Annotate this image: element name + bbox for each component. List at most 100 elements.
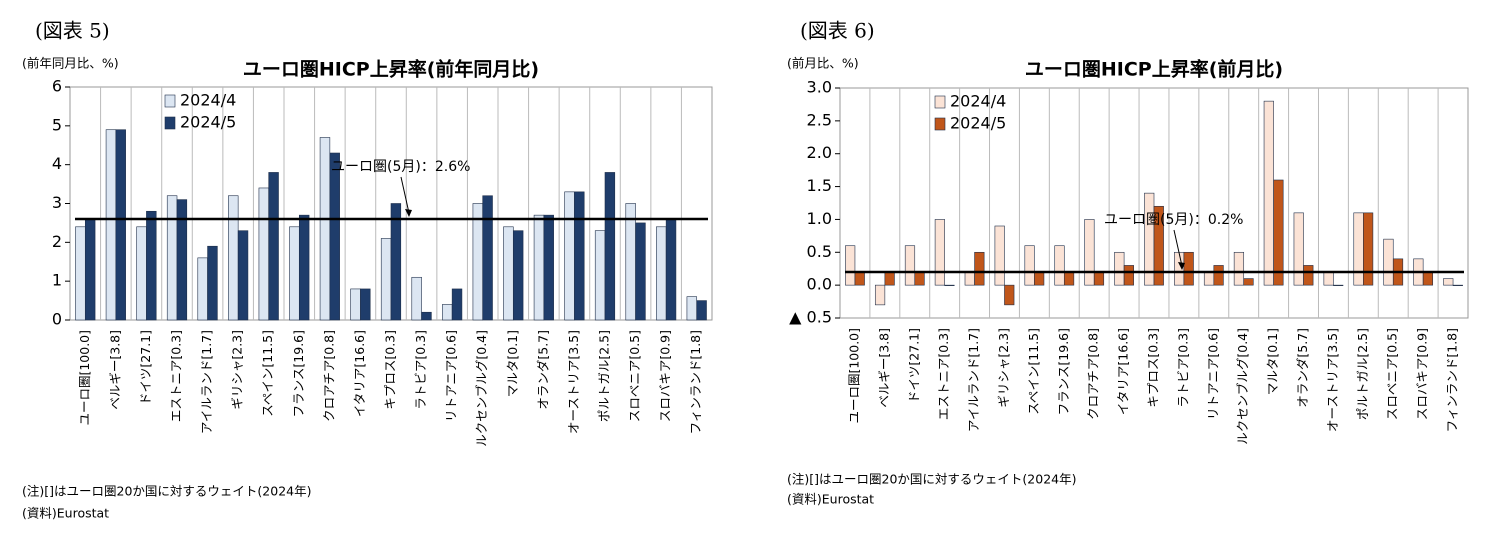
x-tick-label: フランス[19.6] bbox=[291, 330, 306, 417]
bar bbox=[84, 218, 96, 321]
y-tick-label: 2.5 bbox=[807, 110, 832, 129]
bar bbox=[482, 195, 493, 321]
bar bbox=[564, 191, 575, 321]
bar bbox=[964, 271, 975, 286]
y-tick-label: 1.0 bbox=[807, 209, 832, 228]
x-tick-label: スペイン[11.5] bbox=[1026, 328, 1041, 415]
reference-arrow bbox=[1173, 229, 1183, 267]
bar bbox=[665, 218, 677, 321]
bar bbox=[1054, 245, 1065, 286]
note: (注)[]はユーロ圏20か国に対するウェイト(2024年) bbox=[787, 472, 1076, 487]
bar bbox=[237, 230, 249, 321]
bar bbox=[1213, 265, 1224, 286]
x-tick-label: エストニア[0.3] bbox=[936, 328, 951, 420]
bar bbox=[696, 300, 707, 321]
bar bbox=[914, 271, 925, 286]
y-tick-label: 6 bbox=[52, 77, 62, 96]
x-tick-label: エストニア[0.3] bbox=[169, 330, 184, 422]
x-tick-label: ラトビア[0.3] bbox=[413, 330, 428, 410]
bar bbox=[604, 172, 616, 321]
bar bbox=[845, 245, 856, 286]
bar bbox=[1443, 278, 1454, 286]
bar bbox=[1273, 179, 1284, 286]
chart-title: ユーロ圏HICP上昇率(前年同月比) bbox=[243, 58, 539, 81]
figure-label: (図表 6) bbox=[800, 19, 875, 43]
x-tick-label: スペイン[11.5] bbox=[260, 330, 275, 417]
bar bbox=[268, 172, 279, 321]
legend-label: 2024/5 bbox=[950, 114, 1006, 133]
x-tick-label: クロアチア[0.8] bbox=[1086, 328, 1101, 420]
bar bbox=[574, 191, 585, 321]
bar bbox=[350, 288, 361, 321]
y-tick-label: 5 bbox=[52, 115, 62, 134]
bar bbox=[411, 276, 422, 321]
x-tick-label: スロバキア[0.9] bbox=[1415, 328, 1430, 420]
y-tick-label: 0.0 bbox=[807, 275, 832, 294]
bar bbox=[442, 304, 453, 321]
bar bbox=[543, 214, 554, 321]
bar bbox=[656, 226, 667, 321]
bar bbox=[1353, 212, 1364, 286]
bar bbox=[625, 203, 636, 321]
x-tick-label: マルタ[0.1] bbox=[505, 330, 520, 397]
bar bbox=[105, 129, 117, 321]
bar bbox=[1383, 238, 1394, 286]
bar bbox=[944, 284, 955, 286]
x-tick-label: ドイツ[27.1] bbox=[906, 328, 921, 403]
bar bbox=[75, 226, 86, 321]
source: (資料)Eurostat bbox=[787, 492, 874, 507]
bar bbox=[146, 210, 157, 321]
x-tick-label: ベルギー[3.8] bbox=[107, 330, 122, 410]
plot-area bbox=[839, 87, 1469, 319]
bar bbox=[1114, 251, 1125, 286]
bar bbox=[176, 199, 188, 321]
bar bbox=[258, 187, 270, 321]
x-tick-label: クロアチア[0.8] bbox=[321, 330, 336, 422]
x-tick-label: ユーロ圏[100.0] bbox=[846, 328, 861, 424]
y-unit: (前年同月比、%) bbox=[22, 56, 119, 71]
x-tick-label: アイルランド[1.7] bbox=[199, 330, 214, 434]
bar bbox=[533, 214, 545, 321]
bar bbox=[874, 284, 886, 306]
reference-label: ユーロ圏(5月)：0.2% bbox=[1104, 212, 1243, 228]
x-tick-label: オーストリア[3.5] bbox=[1325, 328, 1340, 432]
y-tick-label: 4 bbox=[52, 154, 62, 173]
x-tick-label: キプロス[0.3] bbox=[1146, 328, 1161, 408]
x-tick-label: ギリシャ[2.3] bbox=[996, 328, 1011, 408]
x-tick-label: ポルトガル[2.5] bbox=[597, 330, 612, 422]
bar bbox=[472, 203, 484, 321]
bar bbox=[289, 226, 300, 321]
bar bbox=[1243, 278, 1254, 286]
x-tick-label: ギリシャ[2.3] bbox=[230, 330, 245, 410]
bar bbox=[994, 225, 1005, 286]
legend-swatch bbox=[164, 94, 176, 108]
chart-title: ユーロ圏HICP上昇率(前月比) bbox=[1025, 58, 1283, 81]
x-tick-label: ルクセンブルグ[0.4] bbox=[474, 330, 489, 447]
reference-label: ユーロ圏(5月)：2.6% bbox=[331, 159, 470, 175]
bar bbox=[115, 129, 126, 321]
bar bbox=[503, 226, 514, 321]
x-tick-label: ラトビア[0.3] bbox=[1175, 328, 1190, 408]
figure-label: (図表 5) bbox=[35, 19, 110, 43]
bar bbox=[298, 214, 310, 321]
y-tick-label: 3.0 bbox=[807, 78, 832, 97]
source: (資料)Eurostat bbox=[22, 506, 109, 521]
x-tick-label: マルタ[0.1] bbox=[1265, 328, 1280, 395]
bar bbox=[1004, 284, 1015, 306]
bar bbox=[360, 288, 371, 321]
bar bbox=[1452, 284, 1463, 286]
x-tick-label: ドイツ[27.1] bbox=[138, 330, 153, 405]
y-tick-label: 2 bbox=[52, 232, 62, 251]
bar bbox=[421, 311, 432, 321]
legend-label: 2024/5 bbox=[180, 113, 236, 132]
x-tick-label: リトアニア[0.6] bbox=[444, 330, 459, 422]
x-tick-label: イタリア[16.6] bbox=[1116, 328, 1131, 415]
y-tick-label: 2.0 bbox=[807, 143, 832, 162]
x-tick-label: オランダ[5.7] bbox=[535, 330, 550, 410]
arrow-head bbox=[405, 209, 412, 218]
y-tick-label: 0 bbox=[52, 310, 62, 329]
legend-swatch bbox=[934, 95, 946, 109]
x-tick-label: フランス[19.6] bbox=[1056, 328, 1071, 415]
bar bbox=[1203, 271, 1215, 286]
